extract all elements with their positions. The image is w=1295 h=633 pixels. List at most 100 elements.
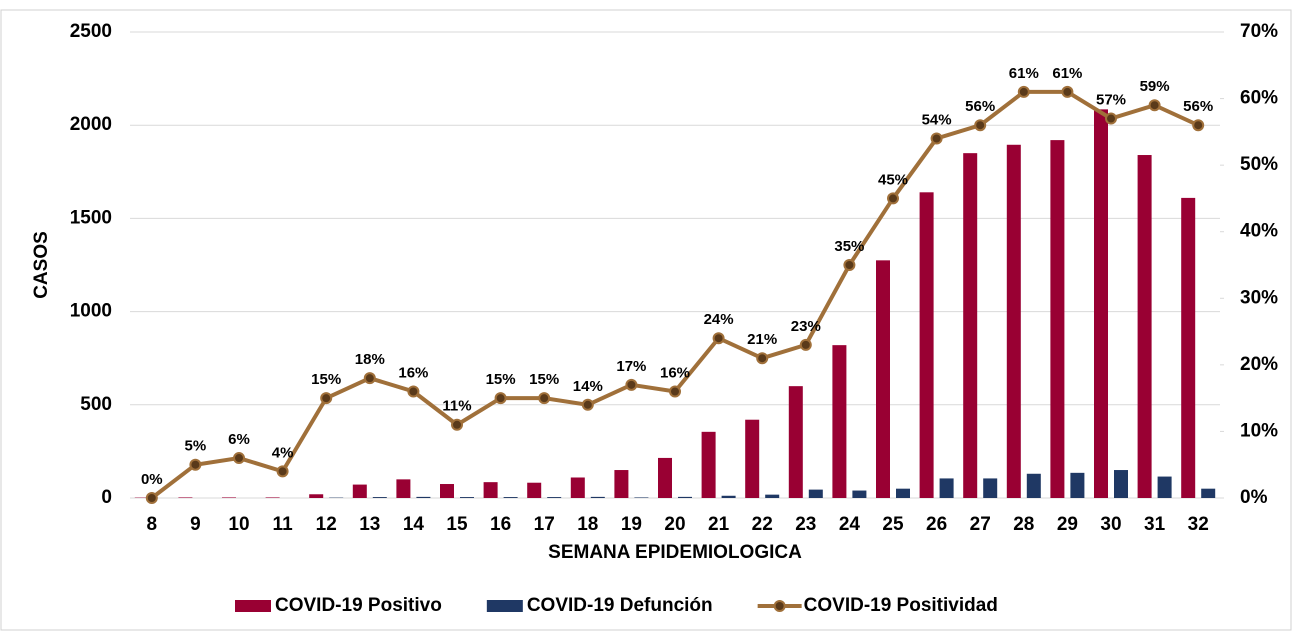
y2-tick-label: 50% — [1240, 154, 1278, 175]
x-tick-label: 22 — [752, 514, 773, 535]
marker — [363, 372, 376, 385]
marker — [276, 465, 289, 478]
y2-tick-label: 60% — [1240, 88, 1278, 109]
marker — [1105, 112, 1117, 125]
marker — [1061, 85, 1074, 98]
bar — [614, 470, 629, 498]
x-tick-label: 13 — [359, 514, 380, 535]
data-label: 24% — [704, 311, 734, 328]
marker — [494, 392, 507, 405]
bar — [1201, 488, 1216, 498]
marker — [669, 385, 681, 398]
marker — [843, 259, 856, 271]
line — [150, 89, 1200, 500]
bar — [416, 496, 431, 498]
legend-swatch — [486, 600, 523, 612]
bar — [678, 496, 692, 498]
data-label: 15% — [529, 371, 559, 388]
legend-label: COVID-19 Defunción — [527, 595, 713, 616]
data-label: 15% — [486, 371, 516, 388]
x-tick-label: 30 — [1100, 514, 1121, 535]
bar — [1114, 470, 1128, 498]
data-label: 54% — [922, 111, 952, 128]
x-tick-label: 28 — [1013, 514, 1034, 535]
bar — [1006, 144, 1021, 498]
marker — [407, 385, 420, 398]
marker — [1148, 99, 1161, 112]
bar — [1181, 197, 1196, 498]
x-tick-label: 12 — [316, 514, 337, 535]
bar — [808, 489, 823, 498]
bar — [460, 497, 474, 498]
bar — [721, 495, 736, 498]
x-tick-label: 9 — [190, 514, 201, 535]
bar — [832, 345, 847, 498]
x-tick-label: 19 — [621, 514, 642, 535]
x-tick-label: 23 — [795, 514, 816, 535]
marker — [625, 378, 638, 391]
data-label: 17% — [616, 358, 646, 375]
data-label: 57% — [1096, 92, 1126, 109]
x-tick-label: 26 — [926, 514, 947, 535]
bar — [1094, 109, 1108, 498]
marker — [189, 458, 202, 471]
marker — [320, 392, 333, 405]
marker — [887, 192, 899, 205]
data-label: 5% — [185, 438, 207, 455]
bar — [222, 497, 236, 498]
x-tick-label: 31 — [1144, 514, 1166, 535]
legend-marker — [773, 600, 786, 612]
data-label: 16% — [398, 364, 428, 381]
marker — [233, 452, 245, 465]
x-tick-label: 15 — [446, 514, 468, 535]
x-axis-title: SEMANA EPIDEMIOLOGICA — [548, 542, 802, 563]
x-tick-label: 20 — [664, 514, 685, 535]
bar — [788, 386, 803, 498]
bar — [634, 497, 649, 498]
bar — [1070, 472, 1085, 498]
y2-tick-label: 20% — [1240, 354, 1278, 375]
bar — [372, 497, 387, 498]
x-tick-label: 25 — [882, 514, 904, 535]
data-label: 11% — [442, 398, 471, 415]
bar — [658, 457, 672, 498]
bar — [527, 482, 542, 498]
data-label: 45% — [878, 171, 908, 188]
y2-tick-label: 70% — [1240, 21, 1278, 42]
y-tick-label: 2000 — [70, 114, 112, 135]
bar — [309, 494, 324, 498]
bar — [876, 260, 890, 498]
marker — [799, 338, 812, 351]
bar — [440, 484, 454, 498]
y-tick-label: 2500 — [70, 21, 112, 42]
bar — [983, 478, 998, 498]
bar — [852, 490, 867, 498]
bar — [265, 497, 280, 498]
data-label: 15% — [311, 371, 341, 388]
bar — [1026, 473, 1041, 498]
y-tick-label: 1000 — [70, 301, 112, 322]
x-tick-label: 21 — [708, 514, 730, 535]
bar — [503, 497, 518, 498]
y-tick-label: 1500 — [70, 207, 112, 228]
bar — [352, 484, 367, 498]
bar — [919, 192, 934, 498]
marker — [1017, 85, 1030, 98]
marker — [712, 332, 725, 345]
y2-tick-label: 0% — [1240, 487, 1268, 508]
x-tick-label: 17 — [534, 514, 555, 535]
marker — [1192, 119, 1205, 132]
bar — [896, 488, 910, 498]
x-tick-label: 29 — [1057, 514, 1078, 535]
data-label: 56% — [1183, 98, 1213, 115]
data-label: 18% — [355, 351, 385, 368]
data-label: 59% — [1140, 78, 1170, 95]
legend-label: COVID-19 Positividad — [804, 595, 998, 616]
legend-swatch — [235, 600, 271, 612]
marker — [974, 119, 987, 132]
marker — [756, 352, 769, 365]
x-tick-label: 8 — [147, 514, 158, 535]
y-tick-label: 500 — [80, 394, 112, 415]
y-tick-label: 0 — [101, 487, 112, 508]
x-tick-label: 11 — [273, 514, 294, 535]
